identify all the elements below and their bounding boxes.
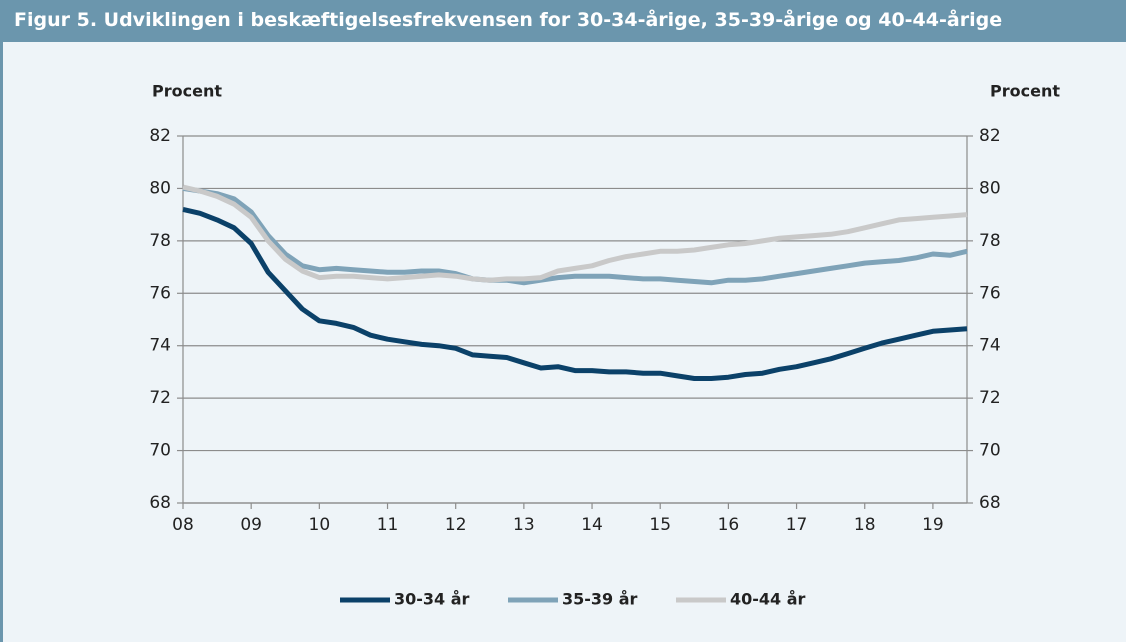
y2-tick-label: 68 [979, 493, 1001, 513]
y2-tick-label: 80 [979, 178, 1001, 198]
y2-tick-label: 78 [979, 231, 1001, 251]
y-tick-label: 68 [149, 493, 171, 513]
y-axis-label: Procent [152, 82, 222, 101]
y-tick-label: 82 [149, 126, 171, 146]
y2-tick-label: 70 [979, 441, 1001, 461]
x-tick-label: 17 [786, 515, 808, 535]
legend-label: 35-39 år [562, 590, 638, 609]
x-tick-label: 18 [854, 515, 876, 535]
x-tick-label: 13 [513, 515, 535, 535]
y2-tick-label: 72 [979, 388, 1001, 408]
y-tick-label: 80 [149, 178, 171, 198]
series-line [182, 206, 968, 381]
series-line [182, 185, 968, 286]
series-line [182, 184, 968, 283]
x-tick-label: 09 [240, 515, 262, 535]
y-tick-label: 74 [149, 336, 171, 356]
y-tick-label: 70 [149, 441, 171, 461]
x-tick-label: 14 [581, 515, 603, 535]
y-tick-label: 78 [149, 231, 171, 251]
legend-label: 30-34 år [394, 590, 470, 609]
y2-tick-label: 76 [979, 283, 1001, 303]
x-tick-label: 08 [172, 515, 194, 535]
x-tick-label: 12 [445, 515, 467, 535]
x-tick-label: 19 [922, 515, 944, 535]
chart-title: Figur 5. Udviklingen i beskæftigelsesfre… [14, 9, 1003, 31]
y-tick-label: 76 [149, 283, 171, 303]
x-tick-label: 11 [377, 515, 399, 535]
x-tick-label: 15 [649, 515, 671, 535]
x-tick-label: 16 [718, 515, 740, 535]
y-tick-label: 72 [149, 388, 171, 408]
title-bar: Figur 5. Udviklingen i beskæftigelsesfre… [0, 0, 1126, 42]
y2-tick-label: 82 [979, 126, 1001, 146]
border [0, 42, 3, 642]
y2-axis-label: Procent [990, 82, 1060, 101]
y2-tick-label: 74 [979, 336, 1001, 356]
legend-label: 40-44 år [730, 590, 806, 609]
x-tick-label: 10 [309, 515, 331, 535]
